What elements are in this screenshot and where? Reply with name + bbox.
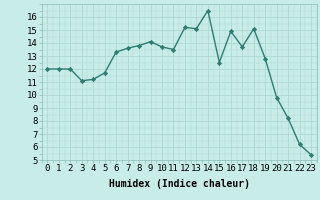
- X-axis label: Humidex (Indice chaleur): Humidex (Indice chaleur): [109, 179, 250, 189]
